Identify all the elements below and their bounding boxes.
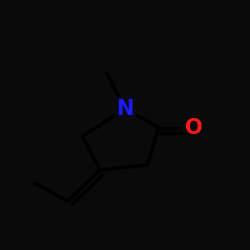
Text: N: N	[116, 99, 134, 119]
Text: O: O	[185, 118, 202, 138]
